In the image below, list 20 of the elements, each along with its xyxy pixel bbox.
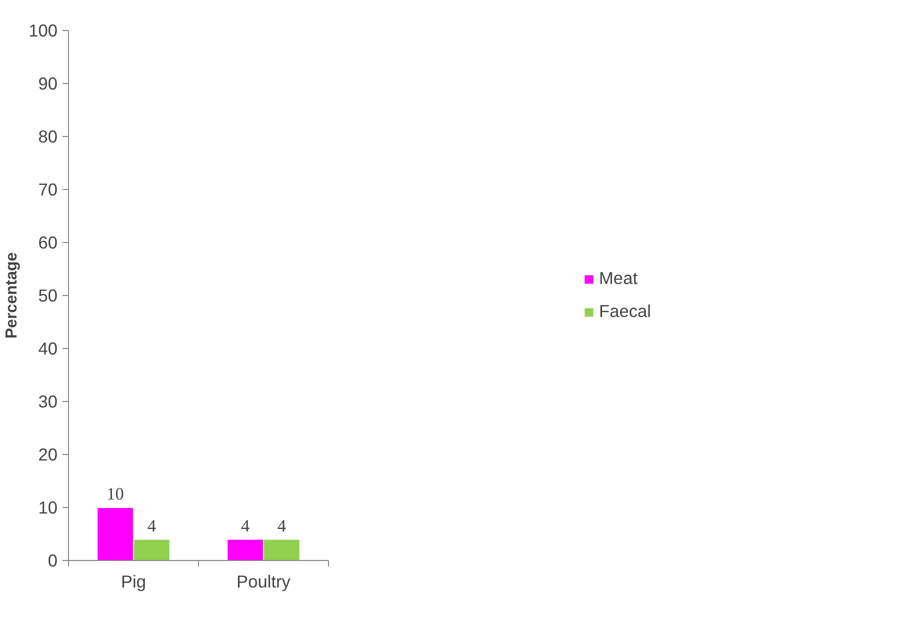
y-tick-label: 20 (38, 444, 58, 464)
data-label: 4 (277, 516, 286, 536)
y-tick-label: 90 (38, 74, 58, 94)
data-label: 4 (240, 516, 250, 536)
y-tick-label: 60 (38, 232, 58, 252)
y-tick-label: 10 (38, 498, 58, 518)
legend-label: Meat (598, 268, 638, 289)
y-tick-label: 40 (38, 338, 58, 358)
y-tick-label: 80 (38, 126, 58, 146)
y-tick-label: 70 (38, 180, 58, 200)
y-tick-label: 30 (38, 392, 58, 412)
y-tick-label: 50 (38, 286, 58, 306)
x-tick-label: Pig (120, 572, 146, 592)
data-label: 4 (147, 516, 156, 536)
y-tick-label: 100 (28, 20, 58, 40)
x-tick-label: Poultry (236, 572, 291, 592)
legend-label: Faecal (598, 301, 652, 322)
y-axis-title: Percentage (4, 252, 21, 339)
y-tick-label: 0 (48, 550, 58, 570)
data-label: 10 (106, 484, 124, 504)
